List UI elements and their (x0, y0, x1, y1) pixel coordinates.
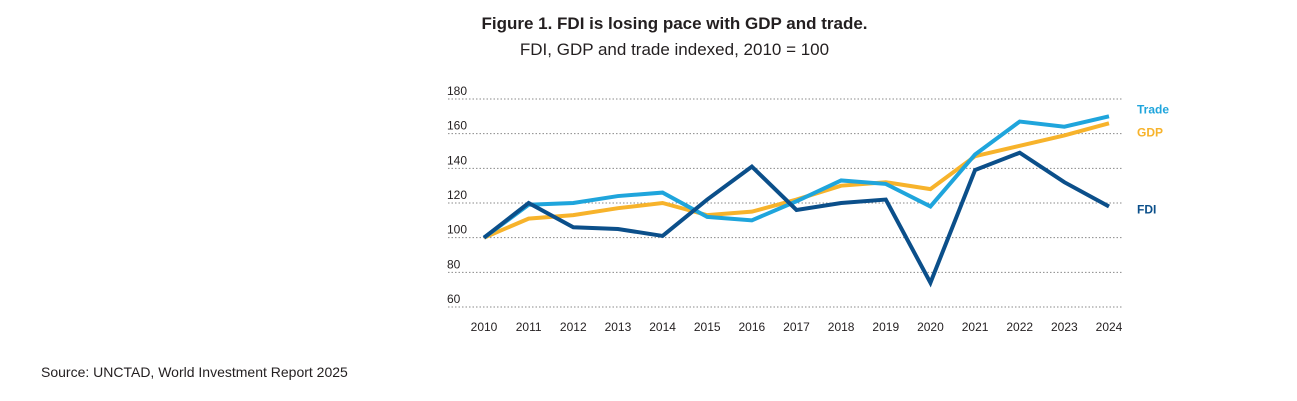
x-tick-label: 2023 (1051, 320, 1078, 334)
x-tick-label: 2012 (560, 320, 587, 334)
chart-subtitle: FDI, GDP and trade indexed, 2010 = 100 (519, 40, 830, 59)
y-tick-label: 60 (447, 292, 461, 306)
x-tick-label: 2014 (649, 320, 676, 334)
y-axis-ticks: 60 80 100 120 140 160 180 (447, 84, 467, 306)
x-axis-ticks: 2010 2011 2012 2013 2014 2015 2016 2017 2018 2019… (471, 320, 1123, 334)
x-tick-label: 2020 (917, 320, 944, 334)
x-tick-label: 2022 (1006, 320, 1033, 334)
x-tick-label: 2010 (471, 320, 498, 334)
y-tick-label: 100 (447, 223, 467, 237)
series-label-trade: Trade (1137, 102, 1169, 116)
x-tick-label: 2024 (1096, 320, 1123, 334)
y-tick-label: 180 (447, 84, 467, 98)
series-label-fdi: FDI (1137, 202, 1156, 216)
x-tick-label: 2016 (739, 320, 766, 334)
x-tick-label: 2011 (516, 320, 542, 334)
source-note: Source: UNCTAD, World Investment Report … (41, 364, 348, 380)
chart-title: Figure 1. FDI is losing pace with GDP an… (481, 14, 868, 33)
x-tick-label: 2015 (694, 320, 721, 334)
y-tick-label: 80 (447, 257, 461, 271)
x-tick-label: 2013 (605, 320, 632, 334)
y-tick-label: 140 (447, 153, 467, 167)
series-line-fdi (482, 150, 1110, 288)
series-line-trade (482, 114, 1110, 240)
series-label-gdp: GDP (1137, 125, 1163, 139)
x-tick-label: 2019 (872, 320, 899, 334)
x-tick-label: 2018 (828, 320, 855, 334)
y-tick-label: 120 (447, 188, 467, 202)
series-lines (482, 114, 1110, 288)
x-tick-label: 2021 (962, 320, 989, 334)
x-tick-label: 2017 (783, 320, 810, 334)
series-labels: GDP Trade FDI (1137, 102, 1169, 216)
series-line-gdp (483, 121, 1110, 240)
y-tick-label: 160 (447, 119, 467, 133)
